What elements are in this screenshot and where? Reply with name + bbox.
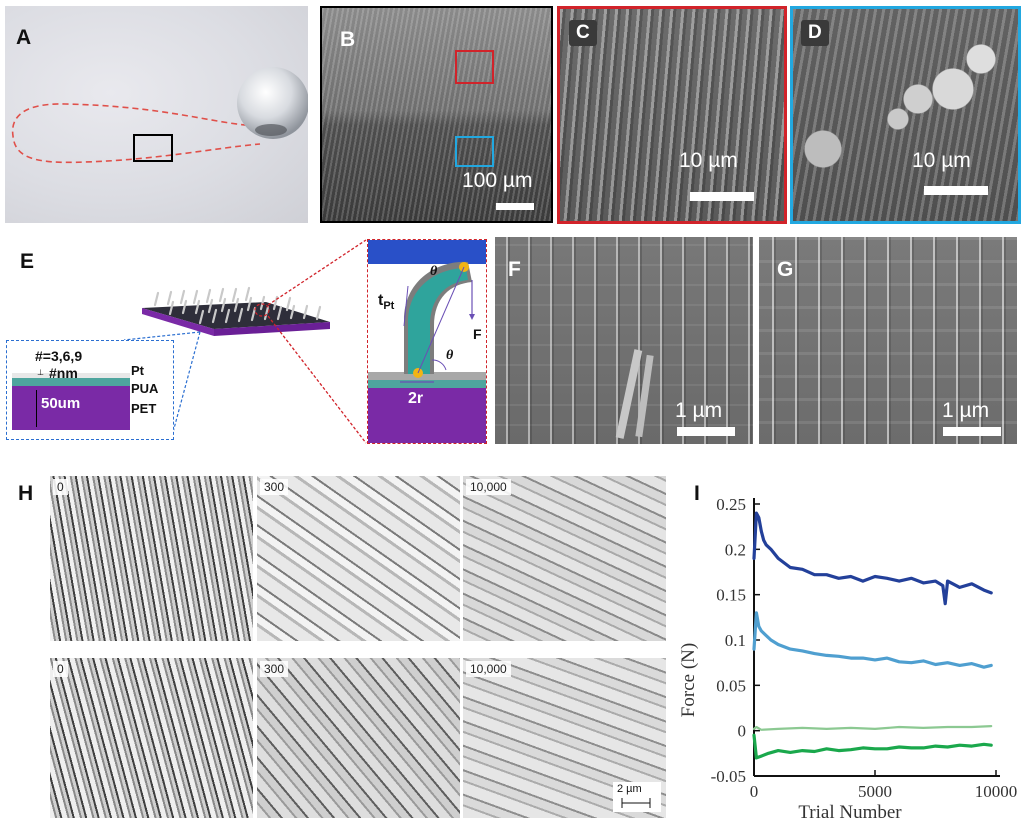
series-line-2 (752, 611, 993, 669)
scale-bar-h (621, 798, 651, 808)
force-chart: 0.250.20.150.10.050-0.050 5000 10000 Trial… (678, 495, 1018, 820)
y-tick-label: 0.15 (716, 586, 746, 605)
y-tick-label: 0.25 (716, 495, 746, 514)
panel-d-sem: D 10 µm (790, 6, 1021, 224)
bracket-icon: ⊥ (37, 368, 44, 377)
drop-trace (11, 103, 261, 164)
panel-h-sem-6: 10,000 2 µm (463, 658, 666, 818)
panel-label-a: A (16, 26, 32, 49)
panel-label-h: H (18, 482, 34, 505)
y-axis-label: Force (N) (678, 643, 699, 717)
cycle-label: 0 (53, 479, 68, 495)
scale-bar-d (924, 186, 988, 195)
panel-label-g: G (777, 258, 794, 281)
panel-h-sem-1: 0 (50, 476, 253, 641)
zoom-box-blue (455, 136, 494, 167)
x-tick-label: 10000 (975, 782, 1018, 801)
scale-label-g: 1 µm (942, 399, 990, 422)
cycle-label: 10,000 (466, 661, 511, 677)
panel-e-schematic (123, 239, 367, 444)
panel-a-photo (5, 6, 308, 223)
y-tick-label: 0.05 (716, 676, 746, 695)
y-tick-label: 0.1 (725, 631, 746, 650)
panel-f-sem: F 1 µm (495, 237, 753, 444)
scale-label-f: 1 µm (675, 399, 723, 422)
y-tick-label: -0.05 (711, 767, 746, 786)
x-tick-label: 5000 (858, 782, 892, 801)
scale-bar-f (677, 427, 735, 436)
panel-h-sem-3: 10,000 (463, 476, 666, 641)
scale-label-d: 10 µm (912, 149, 971, 172)
layer-count-label: #=3,6,9 (35, 348, 83, 364)
thickness-label: #nm (49, 365, 78, 381)
x-tick-label: 0 (750, 782, 759, 801)
zoom-box (133, 134, 173, 162)
radius-label: 2r (408, 390, 424, 407)
y-tick-label: 0 (738, 722, 747, 741)
panel-c-sem: C 10 µm (557, 6, 787, 224)
series-line-1 (752, 511, 993, 606)
panel-h-sem-4: 0 (50, 658, 253, 818)
panel-b-sem: 100 µm (320, 6, 553, 223)
layer-pet-label: PET (131, 401, 157, 416)
series-line-3 (752, 725, 993, 731)
scale-bar-b (496, 203, 534, 210)
scale-label-c: 10 µm (679, 149, 738, 172)
theta-top-label: θ (430, 264, 438, 279)
cycle-label: 300 (260, 479, 289, 495)
chart-axes: 0.250.20.150.10.050-0.050 5000 10000 (711, 495, 1018, 801)
layer-pua-label: PUA (131, 381, 159, 396)
layer-pt-label: Pt (131, 363, 144, 378)
panel-label-b: B (340, 28, 356, 51)
panel-label-f: F (508, 258, 521, 281)
droplet-illustration (11, 67, 308, 164)
pet-thickness-label: 50um (41, 395, 81, 412)
water-droplet (237, 67, 308, 139)
scale-bar-c (690, 192, 754, 201)
panel-label-i: I (694, 482, 700, 505)
t-pt-label: tPt (378, 292, 395, 313)
theta-bottom-label: θ (446, 348, 454, 363)
cycle-label: 300 (260, 661, 289, 677)
cycle-label: 10,000 (466, 479, 511, 495)
panel-label-e: E (20, 250, 35, 273)
panel-h-sem-5: 300 (257, 658, 460, 818)
layer-stack-inset: #=3,6,9 ⊥ #nm 50um Pt PUA PET (6, 340, 174, 440)
scale-bar-g (943, 427, 1001, 436)
cycle-label: 0 (53, 661, 68, 677)
panel-label-d: D (801, 20, 829, 46)
zoom-box-red (455, 50, 494, 84)
series-line-4 (752, 733, 993, 760)
panel-g-sem: G 1 µm (759, 237, 1017, 444)
y-tick-label: 0.2 (725, 540, 746, 559)
scale-label-b: 100 µm (462, 169, 533, 192)
chart-series (752, 511, 993, 760)
scale-label-h: 2 µm (617, 783, 642, 795)
x-axis-label: Trial Number (798, 802, 902, 820)
pillar-bending-inset: θ θ tPt F 2r (367, 239, 487, 444)
panel-h-sem-2: 300 (257, 476, 460, 641)
panel-label-c: C (569, 20, 597, 46)
force-label: F (473, 326, 482, 342)
